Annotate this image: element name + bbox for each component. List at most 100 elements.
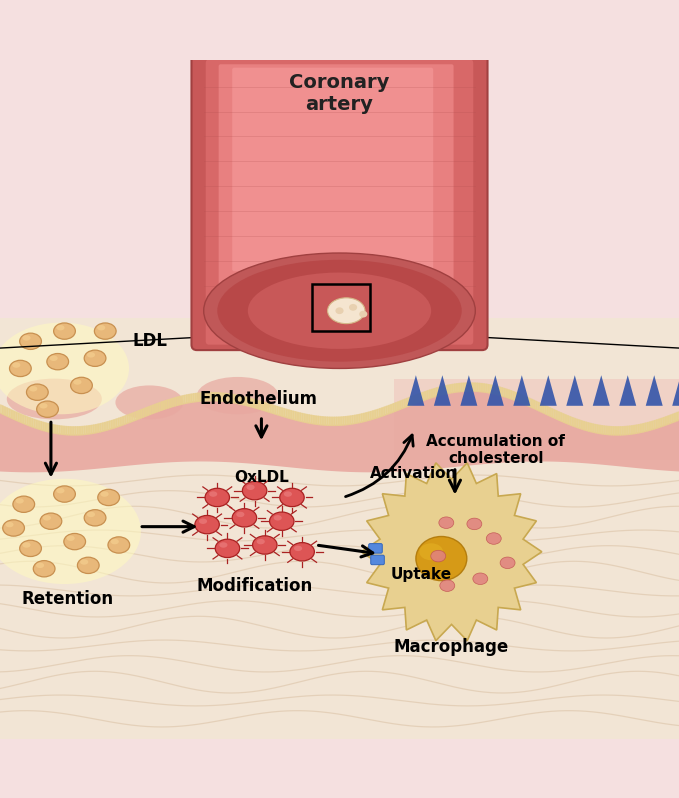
Ellipse shape (416, 536, 467, 581)
Ellipse shape (73, 379, 81, 385)
Ellipse shape (359, 310, 367, 318)
Text: LDL: LDL (132, 332, 168, 350)
Polygon shape (646, 375, 663, 406)
Ellipse shape (246, 484, 255, 490)
Ellipse shape (257, 539, 265, 544)
Ellipse shape (87, 512, 95, 517)
Ellipse shape (56, 325, 65, 330)
Ellipse shape (67, 535, 75, 541)
FancyBboxPatch shape (206, 60, 473, 345)
Polygon shape (593, 375, 610, 406)
Text: Macrophage: Macrophage (394, 638, 509, 656)
Ellipse shape (215, 539, 240, 558)
Ellipse shape (84, 510, 106, 526)
Ellipse shape (97, 325, 105, 330)
Ellipse shape (219, 543, 227, 547)
FancyBboxPatch shape (394, 378, 679, 460)
Ellipse shape (40, 513, 62, 529)
Ellipse shape (94, 323, 116, 339)
Ellipse shape (36, 563, 44, 568)
Polygon shape (513, 375, 530, 406)
Ellipse shape (486, 533, 501, 544)
FancyBboxPatch shape (219, 65, 454, 310)
Ellipse shape (115, 385, 183, 420)
Polygon shape (619, 375, 636, 406)
Polygon shape (672, 375, 679, 406)
Ellipse shape (7, 378, 102, 420)
Ellipse shape (420, 543, 443, 560)
FancyBboxPatch shape (369, 543, 382, 553)
Ellipse shape (473, 573, 488, 584)
Polygon shape (566, 375, 583, 406)
Ellipse shape (87, 352, 95, 358)
Ellipse shape (335, 307, 344, 314)
Ellipse shape (71, 377, 92, 393)
Ellipse shape (108, 537, 130, 553)
Ellipse shape (270, 512, 294, 531)
Ellipse shape (5, 522, 14, 527)
Polygon shape (361, 463, 542, 641)
Ellipse shape (54, 486, 75, 502)
Ellipse shape (195, 516, 219, 534)
Ellipse shape (37, 401, 58, 417)
Ellipse shape (294, 546, 302, 551)
Ellipse shape (236, 512, 244, 517)
Ellipse shape (0, 322, 129, 414)
Ellipse shape (111, 539, 119, 544)
Ellipse shape (33, 561, 55, 577)
Ellipse shape (197, 377, 278, 414)
Polygon shape (487, 375, 504, 406)
Ellipse shape (20, 333, 41, 350)
Ellipse shape (84, 350, 106, 366)
FancyBboxPatch shape (371, 555, 384, 565)
Ellipse shape (217, 260, 462, 361)
FancyBboxPatch shape (0, 318, 679, 759)
Text: Modification: Modification (196, 577, 313, 595)
Ellipse shape (43, 516, 51, 520)
Ellipse shape (20, 540, 41, 556)
Ellipse shape (232, 508, 257, 527)
Ellipse shape (54, 323, 75, 339)
Ellipse shape (349, 304, 357, 310)
Ellipse shape (242, 481, 267, 500)
Ellipse shape (467, 518, 482, 530)
Bar (312, 283, 370, 331)
Polygon shape (460, 375, 477, 406)
Ellipse shape (290, 543, 314, 561)
Text: Coronary
artery: Coronary artery (289, 73, 390, 114)
Ellipse shape (440, 580, 455, 591)
Ellipse shape (430, 551, 445, 562)
Ellipse shape (10, 361, 31, 377)
Text: OxLDL: OxLDL (234, 469, 289, 484)
Ellipse shape (199, 519, 207, 524)
Ellipse shape (209, 492, 217, 497)
Ellipse shape (12, 362, 20, 368)
Ellipse shape (274, 516, 282, 520)
Ellipse shape (327, 298, 365, 324)
Ellipse shape (64, 533, 86, 550)
Ellipse shape (22, 543, 31, 547)
Polygon shape (407, 375, 424, 406)
Ellipse shape (13, 496, 35, 512)
Ellipse shape (77, 557, 99, 574)
Polygon shape (0, 391, 679, 472)
Ellipse shape (26, 384, 48, 401)
Ellipse shape (280, 488, 304, 507)
Ellipse shape (439, 517, 454, 528)
Ellipse shape (39, 403, 48, 409)
Ellipse shape (205, 488, 230, 507)
Ellipse shape (100, 492, 109, 497)
Ellipse shape (56, 488, 65, 493)
Ellipse shape (253, 535, 277, 554)
Text: Uptake: Uptake (390, 567, 452, 582)
Polygon shape (540, 375, 557, 406)
Ellipse shape (16, 498, 24, 504)
Polygon shape (434, 375, 451, 406)
Ellipse shape (29, 386, 37, 392)
Text: Retention: Retention (22, 591, 114, 608)
Ellipse shape (0, 479, 141, 584)
Text: Activation: Activation (370, 466, 458, 481)
Ellipse shape (248, 273, 431, 349)
FancyBboxPatch shape (232, 68, 433, 271)
Ellipse shape (50, 356, 58, 361)
